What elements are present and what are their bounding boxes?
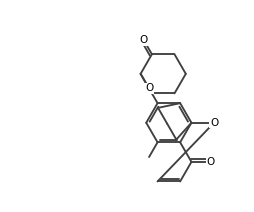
Text: O: O (210, 118, 218, 128)
Text: O: O (145, 84, 153, 93)
Text: O: O (140, 35, 148, 45)
Text: O: O (207, 157, 215, 167)
